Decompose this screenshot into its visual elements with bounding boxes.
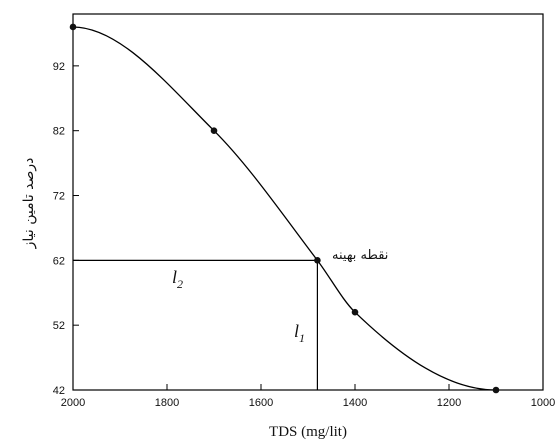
- x-axis-title: TDS (mg/lit): [269, 424, 347, 440]
- y-ticks: 42 52 62 72 82 92: [53, 61, 79, 397]
- data-point: [69, 23, 77, 31]
- x-tick-label: 2000: [61, 397, 85, 409]
- l1-sub: 1: [299, 331, 305, 345]
- data-point: [210, 127, 218, 134]
- x-tick-label: 1600: [249, 397, 273, 409]
- data-points: [69, 23, 500, 394]
- l2-label: l2: [172, 267, 183, 291]
- data-point: [492, 386, 500, 394]
- x-ticks: 2000 1800 1600 1400 1200 1000: [61, 384, 555, 409]
- series-curve: [72, 26, 497, 391]
- y-tick-label: 52: [53, 320, 65, 332]
- y-tick-label: 72: [53, 191, 65, 203]
- optimum-label: نقطه بهینه: [332, 248, 388, 263]
- y-axis-title: درصد تامین نیاز: [21, 158, 37, 250]
- y-tick-label: 92: [53, 61, 65, 73]
- x-tick-label: 1000: [531, 397, 555, 409]
- y-tick-label: 42: [53, 385, 65, 397]
- data-point: [351, 308, 359, 316]
- y-tick-label: 82: [53, 126, 65, 138]
- l2-base: l: [172, 267, 177, 287]
- y-tick-label: 62: [53, 255, 65, 267]
- plot-frame: [72, 13, 544, 391]
- l1-base: l: [294, 321, 299, 341]
- x-tick-label: 1800: [155, 397, 179, 409]
- x-tick-label: 1400: [343, 397, 367, 409]
- l1-label: l1: [294, 321, 305, 345]
- data-point: [314, 257, 321, 264]
- x-tick-label: 1200: [437, 397, 461, 409]
- l2-sub: 2: [177, 277, 183, 291]
